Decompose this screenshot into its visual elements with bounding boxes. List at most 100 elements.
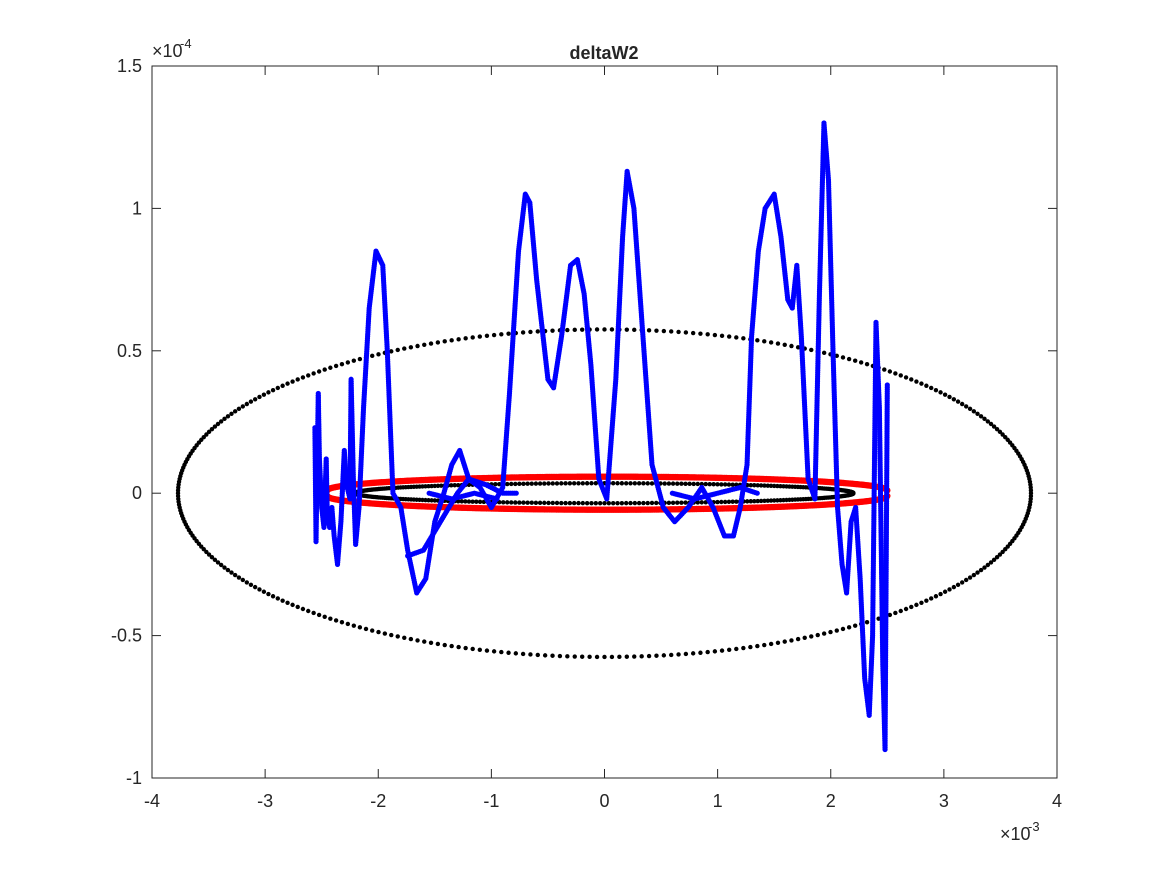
ellipse-point bbox=[821, 350, 827, 356]
ellipse-point bbox=[442, 339, 447, 344]
ellipse-point bbox=[840, 626, 846, 632]
ellipse-point bbox=[711, 482, 716, 487]
ellipse-point bbox=[456, 337, 461, 342]
ellipse-point bbox=[244, 580, 250, 585]
ellipse-point bbox=[521, 481, 526, 486]
ellipse-point bbox=[542, 481, 547, 486]
ellipse-point bbox=[610, 500, 616, 506]
ellipse-point bbox=[758, 483, 764, 488]
ellipse-point bbox=[745, 499, 750, 504]
ellipse-point bbox=[529, 500, 534, 505]
ellipse-point bbox=[719, 482, 724, 487]
ellipse-point bbox=[646, 328, 652, 333]
ellipse-point bbox=[782, 342, 787, 347]
ellipse-point bbox=[903, 606, 909, 612]
ellipse-point bbox=[212, 557, 218, 563]
ellipse-point bbox=[933, 594, 939, 599]
ellipse-point bbox=[435, 641, 441, 647]
ellipse-point bbox=[985, 562, 991, 568]
ellipse-point bbox=[988, 421, 994, 427]
ellipse-point bbox=[971, 572, 977, 578]
ellipse-point bbox=[703, 481, 708, 487]
ellipse-point bbox=[316, 612, 322, 618]
ellipse-point bbox=[661, 653, 667, 658]
ellipse-point bbox=[661, 328, 667, 334]
ellipse-point bbox=[947, 394, 952, 400]
ellipse-point bbox=[851, 491, 856, 496]
ellipse-point bbox=[698, 331, 703, 336]
ellipse-point bbox=[967, 406, 973, 412]
ellipse-point bbox=[893, 610, 898, 616]
ellipse-point bbox=[951, 397, 957, 402]
ellipse-point bbox=[741, 336, 746, 341]
ellipse-point bbox=[623, 481, 629, 486]
y-tick-label: 1.5 bbox=[117, 56, 142, 76]
ellipse-point bbox=[550, 653, 555, 658]
ellipse-point bbox=[997, 552, 1003, 557]
ellipse-point bbox=[285, 381, 290, 386]
ellipse-point bbox=[815, 632, 820, 638]
ellipse-point bbox=[546, 481, 551, 486]
x-tick-label: 4 bbox=[1052, 791, 1062, 811]
ellipse-point bbox=[712, 332, 718, 338]
ellipse-point bbox=[229, 570, 234, 575]
ellipse-point bbox=[669, 652, 674, 658]
x-tick-label: -4 bbox=[144, 791, 160, 811]
ellipse-point bbox=[942, 589, 948, 594]
ellipse-point bbox=[636, 481, 642, 486]
ellipse-point bbox=[505, 500, 510, 505]
ellipse-point bbox=[802, 635, 807, 640]
y-tick-label: -0.5 bbox=[111, 626, 142, 646]
ellipse-point bbox=[505, 481, 510, 487]
ellipse-point bbox=[506, 331, 511, 336]
ellipse-point bbox=[752, 498, 757, 504]
tick-layer: -4 -3 -2 -1 0 1 2 3 4-1-0.500.511.5 bbox=[111, 56, 1062, 811]
ellipse-point bbox=[376, 629, 381, 635]
ellipse-point bbox=[730, 499, 735, 504]
ellipse-point bbox=[459, 499, 464, 504]
ellipse-point bbox=[683, 330, 689, 335]
ellipse-point bbox=[632, 481, 638, 486]
ellipse-point bbox=[376, 352, 381, 357]
ellipse-point bbox=[985, 419, 991, 424]
ellipse-point bbox=[449, 643, 454, 649]
ellipse-point bbox=[339, 620, 345, 625]
y-tick-label: 0.5 bbox=[117, 341, 142, 361]
ellipse-point bbox=[339, 361, 345, 367]
ellipse-point bbox=[632, 654, 637, 659]
ellipse-point bbox=[311, 371, 316, 376]
ellipse-point bbox=[971, 409, 977, 414]
ellipse-point bbox=[535, 652, 540, 658]
ellipse-point bbox=[442, 642, 447, 648]
ellipse-point bbox=[363, 626, 369, 632]
ellipse-point bbox=[463, 645, 468, 651]
ellipse-point bbox=[428, 640, 434, 645]
x-tick-label: 0 bbox=[599, 791, 609, 811]
ellipse-point bbox=[408, 636, 414, 642]
ellipse-point bbox=[535, 329, 540, 334]
ellipse-point bbox=[463, 336, 468, 341]
ellipse-point bbox=[809, 634, 814, 639]
ellipse-point bbox=[408, 345, 414, 350]
ellipse-point bbox=[947, 587, 952, 592]
ellipse-point bbox=[606, 500, 612, 506]
ellipse-point bbox=[463, 499, 468, 504]
ellipse-point bbox=[584, 500, 590, 506]
ellipse-point bbox=[402, 346, 407, 351]
ellipse-point bbox=[236, 406, 242, 412]
ellipse-point bbox=[646, 653, 652, 659]
ellipse-point bbox=[755, 338, 760, 343]
x-exponent-base: ×10 bbox=[1000, 824, 1031, 844]
ellipse-point bbox=[619, 500, 625, 506]
ellipse-point bbox=[768, 498, 774, 503]
ellipse-point bbox=[206, 429, 212, 435]
x-tick-label: -2 bbox=[370, 791, 386, 811]
ellipse-point bbox=[333, 618, 339, 623]
ellipse-point bbox=[218, 419, 224, 424]
plot-area bbox=[152, 66, 1057, 778]
x-tick-label: 1 bbox=[713, 791, 723, 811]
series-polyline-3 bbox=[312, 120, 890, 753]
ellipse-point bbox=[683, 481, 688, 486]
ellipse-point bbox=[589, 481, 594, 486]
ellipse-point bbox=[449, 338, 454, 343]
